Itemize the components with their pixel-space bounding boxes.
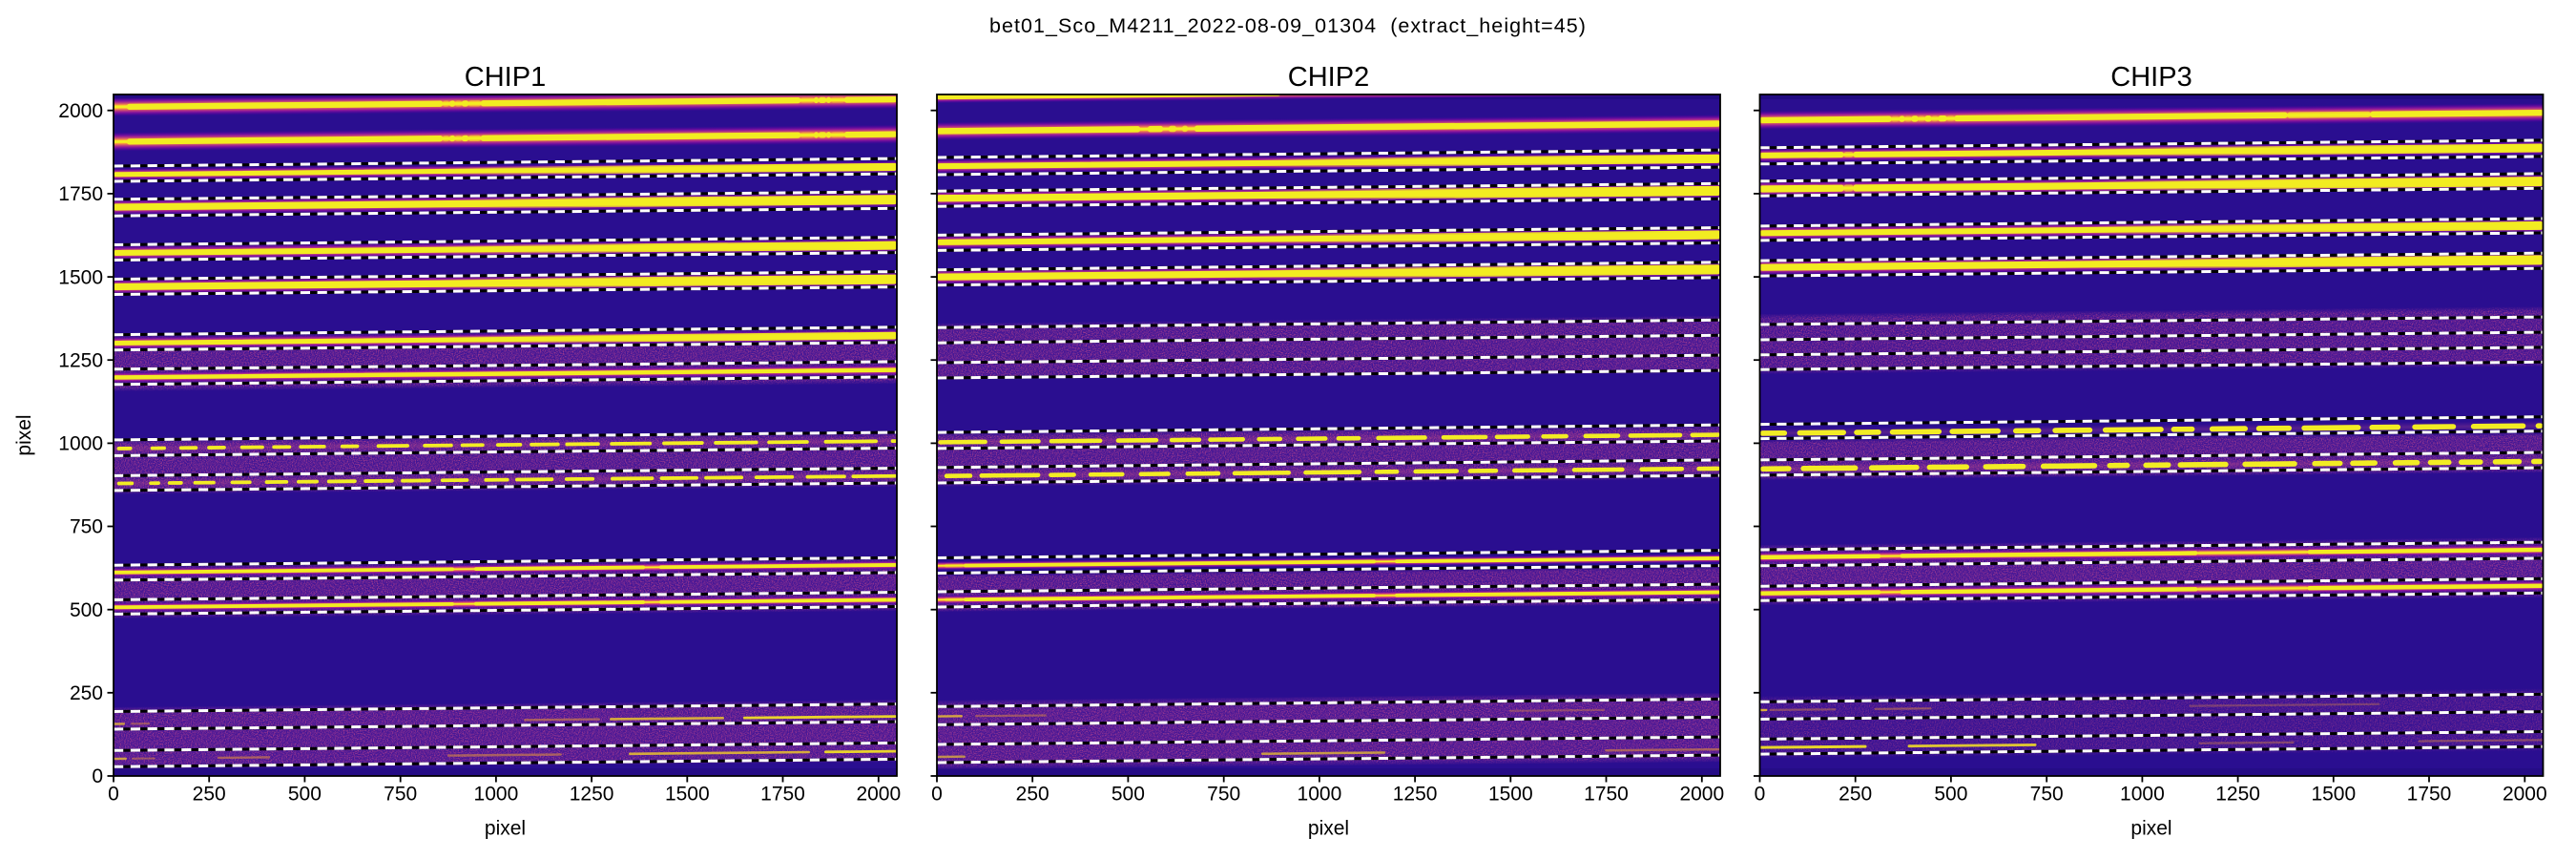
svg-text:750: 750 <box>2030 784 2064 806</box>
svg-text:1750: 1750 <box>760 784 805 806</box>
svg-text:1000: 1000 <box>474 784 519 806</box>
svg-text:2000: 2000 <box>1679 784 1724 806</box>
svg-text:500: 500 <box>70 599 103 621</box>
svg-text:CHIP1: CHIP1 <box>465 62 546 93</box>
svg-text:bet01_Sco_M4211_2022-08-09_013: bet01_Sco_M4211_2022-08-09_01304 (extrac… <box>989 14 1587 37</box>
svg-text:1750: 1750 <box>58 183 103 205</box>
svg-text:1000: 1000 <box>1298 784 1342 806</box>
svg-text:250: 250 <box>1016 784 1049 806</box>
svg-text:1000: 1000 <box>58 433 103 455</box>
svg-text:CHIP3: CHIP3 <box>2110 62 2192 93</box>
svg-text:2000: 2000 <box>58 100 103 122</box>
svg-text:1500: 1500 <box>665 784 710 806</box>
svg-text:1500: 1500 <box>2311 784 2356 806</box>
svg-text:CHIP2: CHIP2 <box>1288 62 1369 93</box>
svg-text:0: 0 <box>931 784 943 806</box>
svg-text:0: 0 <box>92 765 103 787</box>
svg-text:pixel: pixel <box>1308 818 1349 840</box>
svg-text:500: 500 <box>288 784 322 806</box>
svg-text:1250: 1250 <box>2215 784 2260 806</box>
svg-text:1250: 1250 <box>1393 784 1438 806</box>
svg-text:750: 750 <box>384 784 417 806</box>
svg-text:1500: 1500 <box>1488 784 1533 806</box>
svg-text:pixel: pixel <box>13 414 35 455</box>
svg-text:pixel: pixel <box>2130 818 2171 840</box>
svg-text:0: 0 <box>1755 784 1766 806</box>
svg-text:250: 250 <box>1839 784 1872 806</box>
svg-text:0: 0 <box>108 784 119 806</box>
svg-text:750: 750 <box>70 516 103 538</box>
svg-text:1750: 1750 <box>1584 784 1629 806</box>
svg-text:500: 500 <box>1111 784 1145 806</box>
svg-text:2000: 2000 <box>2503 784 2547 806</box>
svg-text:250: 250 <box>193 784 226 806</box>
svg-text:1500: 1500 <box>58 266 103 288</box>
svg-text:750: 750 <box>1207 784 1240 806</box>
svg-text:500: 500 <box>1934 784 1967 806</box>
svg-text:2000: 2000 <box>856 784 901 806</box>
svg-text:1750: 1750 <box>2407 784 2452 806</box>
svg-text:1250: 1250 <box>570 784 614 806</box>
svg-text:1250: 1250 <box>58 349 103 371</box>
svg-text:1000: 1000 <box>2120 784 2165 806</box>
svg-text:pixel: pixel <box>485 818 526 840</box>
svg-text:250: 250 <box>70 682 103 704</box>
